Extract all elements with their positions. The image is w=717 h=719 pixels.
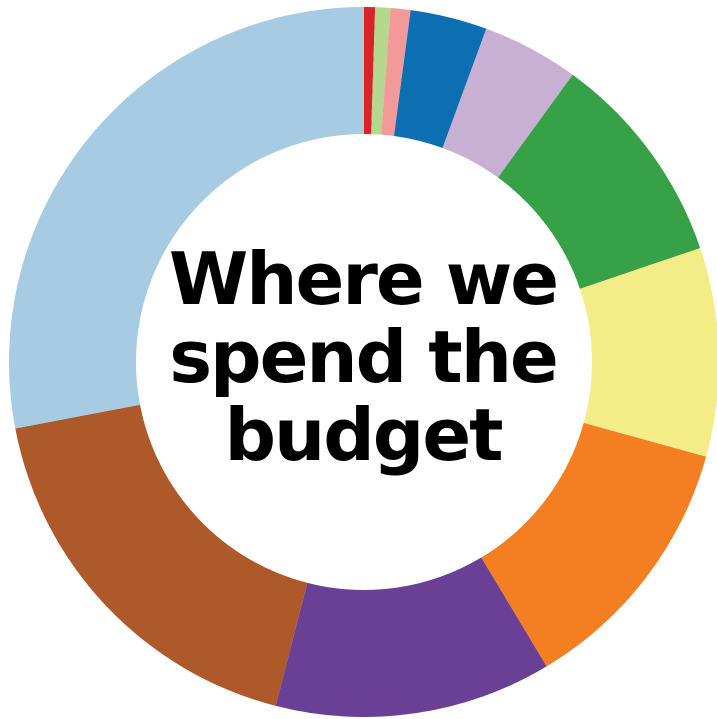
- donut-slice-3: [381, 8, 411, 136]
- title-line-1: Where we: [168, 237, 559, 321]
- donut-slice-1: [364, 7, 376, 135]
- donut-slice-11: [8, 7, 364, 429]
- donut-slice-2: [371, 7, 391, 135]
- donut-slice-8: [481, 422, 707, 667]
- title-line-2: spend the: [169, 315, 559, 399]
- donut-slice-10: [15, 404, 308, 706]
- donut-slice-6: [498, 74, 701, 289]
- donut-slice-7: [579, 248, 717, 457]
- title-line-3: budget: [224, 393, 503, 477]
- donut-slice-5: [442, 28, 573, 178]
- donut-slice-4: [393, 10, 487, 148]
- donut-slice-9: [275, 557, 547, 717]
- donut-slices: [8, 7, 717, 717]
- chart-title: Where we spend the budget: [148, 240, 578, 474]
